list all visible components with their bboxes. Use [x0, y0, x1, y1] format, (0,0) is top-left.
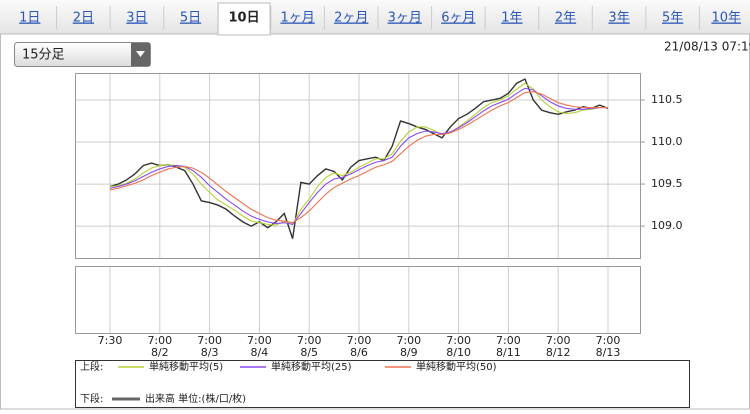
tab[interactable]: 5年	[662, 11, 683, 26]
legend-upper-label: 上段:	[80, 360, 103, 373]
x-tick-label: 7:00	[546, 334, 571, 347]
line	[109, 82, 608, 226]
timestamp: 21/08/13 07:19	[664, 40, 750, 54]
tab[interactable]: 1年	[501, 11, 522, 26]
x-date-label: 8/12	[546, 346, 571, 359]
x-tick-label: 7:00	[446, 334, 471, 347]
legend-label: 単純移動平均(5)	[149, 360, 223, 373]
line	[109, 78, 609, 239]
active-tab	[217, 2, 271, 36]
tab[interactable]: 2日	[73, 11, 94, 26]
x-date-label: 8/4	[251, 346, 269, 359]
y-tick-label: 109.5	[651, 177, 683, 190]
legend-lower-text: 出来高 単位:(株/口/枚)	[145, 392, 246, 405]
line	[109, 91, 608, 224]
y-tick-label: 110.5	[651, 93, 683, 106]
tab[interactable]: 2ヶ月	[334, 11, 368, 26]
tab[interactable]: 10年	[711, 11, 741, 26]
x-tick-label: 7:00	[297, 334, 322, 347]
x-tick-label: 7:00	[396, 334, 421, 347]
x-date-label: 8/13	[596, 346, 621, 359]
legend-label: 単純移動平均(25)	[271, 360, 352, 373]
x-tick-label: 7:00	[197, 334, 222, 347]
x-date-label: 8/9	[400, 346, 418, 359]
x-date-label: 8/11	[496, 346, 521, 359]
legend-label: 単純移動平均(50)	[416, 360, 497, 373]
lower-plot	[75, 266, 641, 334]
x-date-label: 8/6	[350, 346, 368, 359]
x-tick-label: 7:00	[596, 334, 621, 347]
line	[109, 87, 608, 226]
x-tick-label: 7:00	[496, 334, 521, 347]
x-date-label: 8/3	[201, 346, 219, 359]
tab[interactable]: 3年	[608, 11, 629, 26]
x-date-label: 8/10	[446, 346, 471, 359]
tab[interactable]: 5日	[180, 11, 201, 26]
tab[interactable]: 3ヶ月	[388, 11, 422, 26]
legend-lower-label: 下段:	[80, 392, 103, 405]
y-tick-label: 110.0	[651, 135, 683, 148]
dropdown[interactable]	[14, 42, 151, 67]
legend	[75, 360, 690, 408]
x-tick-label: 7:00	[147, 334, 172, 347]
tab[interactable]: 3日	[126, 11, 147, 26]
x-date-label: 8/2	[151, 346, 169, 359]
x-tick-label: 7:00	[247, 334, 272, 347]
tab[interactable]: 10日	[229, 11, 260, 26]
tab[interactable]: 2年	[555, 11, 576, 26]
tab[interactable]: 1ヶ月	[281, 11, 315, 26]
tab[interactable]: 6ヶ月	[441, 11, 475, 26]
x-tick-label: 7:30	[98, 334, 123, 347]
tab-bar	[0, 0, 750, 34]
dropdown-label[interactable]: 15分足	[22, 48, 65, 63]
dropdown-arrow	[136, 51, 145, 57]
x-date-label: 8/5	[300, 346, 318, 359]
x-tick-label: 7:00	[347, 334, 372, 347]
y-tick-label: 109.0	[651, 219, 683, 232]
tab[interactable]: 1日	[19, 11, 40, 26]
